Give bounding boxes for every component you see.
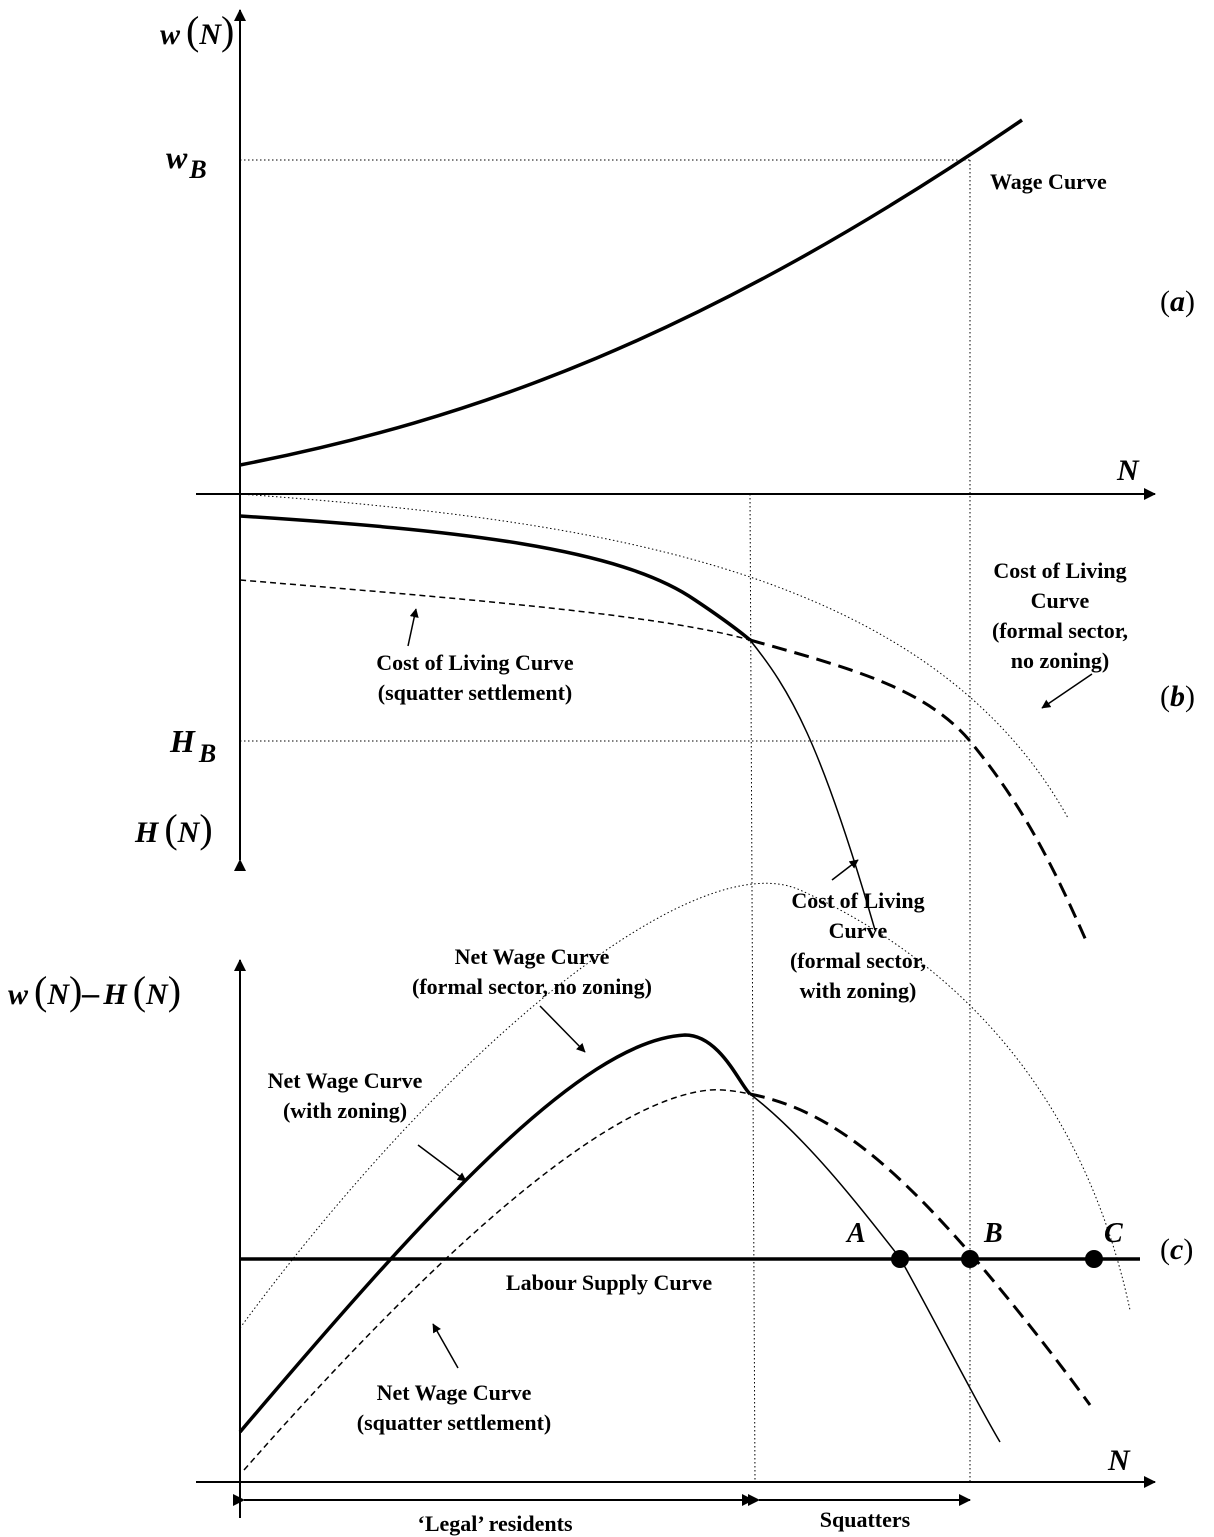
labour-supply-label: Labour Supply Curve: [506, 1270, 712, 1295]
cost-of-living-formal-zoning-curve-thick: [239, 514, 752, 642]
formal-nozoning-cost-label-line-3: (formal sector,: [992, 618, 1128, 643]
wage-curve: [239, 118, 1023, 467]
point-a-label: A: [845, 1218, 866, 1249]
formal-zoning-cost-label-line-4: with zoning): [800, 978, 917, 1003]
net-wage-squatter-curve-thick: [749, 1092, 1092, 1406]
formal-nozoning-cost-label-line-4: no zoning): [1011, 648, 1109, 673]
panel-b-tag: (b): [1160, 680, 1195, 713]
net-wage-zoning-label-line-2: (with zoning): [283, 1098, 407, 1123]
squatter-cost-label-line-2: (squatter settlement): [378, 680, 572, 705]
point-c-label: C: [1104, 1218, 1123, 1249]
panel-ab-x-axis-label: N: [1116, 454, 1140, 487]
kink-vertical-guide-line: [749, 493, 756, 1483]
wb-tick-label: wB: [166, 139, 207, 184]
squatter-cost-label-line-1: Cost of Living Curve: [376, 650, 574, 675]
point-c-marker: [1085, 1250, 1103, 1268]
cost-of-living-formal-zoning-curve-thin: [749, 639, 876, 931]
net-wage-with-zoning-curve-thick: [238, 1033, 752, 1434]
net-wage-squatter-label-line-1: Net Wage Curve: [377, 1380, 532, 1405]
net-wage-squatter-arrow: [432, 1323, 459, 1369]
net-wage-zoning-arrow: [417, 1144, 467, 1182]
formal-nozoning-cost-arrow: [1041, 673, 1093, 709]
wage-curve-label: Wage Curve: [990, 169, 1107, 194]
point-a-marker: [891, 1250, 909, 1268]
formal-nozoning-cost-label-line-1: Cost of Living: [993, 558, 1126, 583]
net-wage-zoning-label-line-1: Net Wage Curve: [268, 1068, 423, 1093]
squatter-cost-arrow: [407, 608, 419, 647]
net-wage-formal-nozoning-curve: [239, 882, 1131, 1329]
formal-zoning-cost-label-line-2: Curve: [829, 918, 888, 943]
formal-nozoning-cost-label-line-2: Curve: [1031, 588, 1090, 613]
net-wage-with-zoning-curve-thin: [749, 1093, 1001, 1443]
formal-zoning-cost-label-line-1: Cost of Living: [791, 888, 924, 913]
squatters-label: Squatters: [820, 1507, 911, 1532]
point-b-marker: [961, 1250, 979, 1268]
panel-a-tag: (a): [1160, 285, 1195, 318]
panel-a-y-axis-label: w (N): [160, 8, 234, 53]
net-wage-nozoning-label-line-1: Net Wage Curve: [455, 944, 610, 969]
net-wage-nozoning-label-line-2: (formal sector, no zoning): [412, 974, 652, 999]
point-b-label: B: [983, 1218, 1003, 1249]
legal-residents-label: ‘Legal’ residents: [418, 1511, 573, 1536]
panel-b-y-axis-label: H (N): [134, 806, 213, 851]
net-wage-squatter-curve-thin: [243, 1089, 751, 1471]
cost-of-living-squatter-curve-thin: [239, 579, 751, 641]
formal-zoning-cost-label-line-3: (formal sector,: [790, 948, 926, 973]
panel-c-x-axis-label: N: [1107, 1444, 1131, 1477]
net-wage-squatter-label-line-2: (squatter settlement): [357, 1410, 551, 1435]
panel-c-tag: (c): [1160, 1233, 1193, 1266]
cost-of-living-formal-nozoning-curve: [239, 493, 1069, 819]
net-wage-nozoning-arrow: [539, 1005, 586, 1053]
panel-c-y-axis-label: w (N)– H (N): [8, 968, 181, 1013]
formal-zoning-cost-arrow: [831, 859, 859, 881]
